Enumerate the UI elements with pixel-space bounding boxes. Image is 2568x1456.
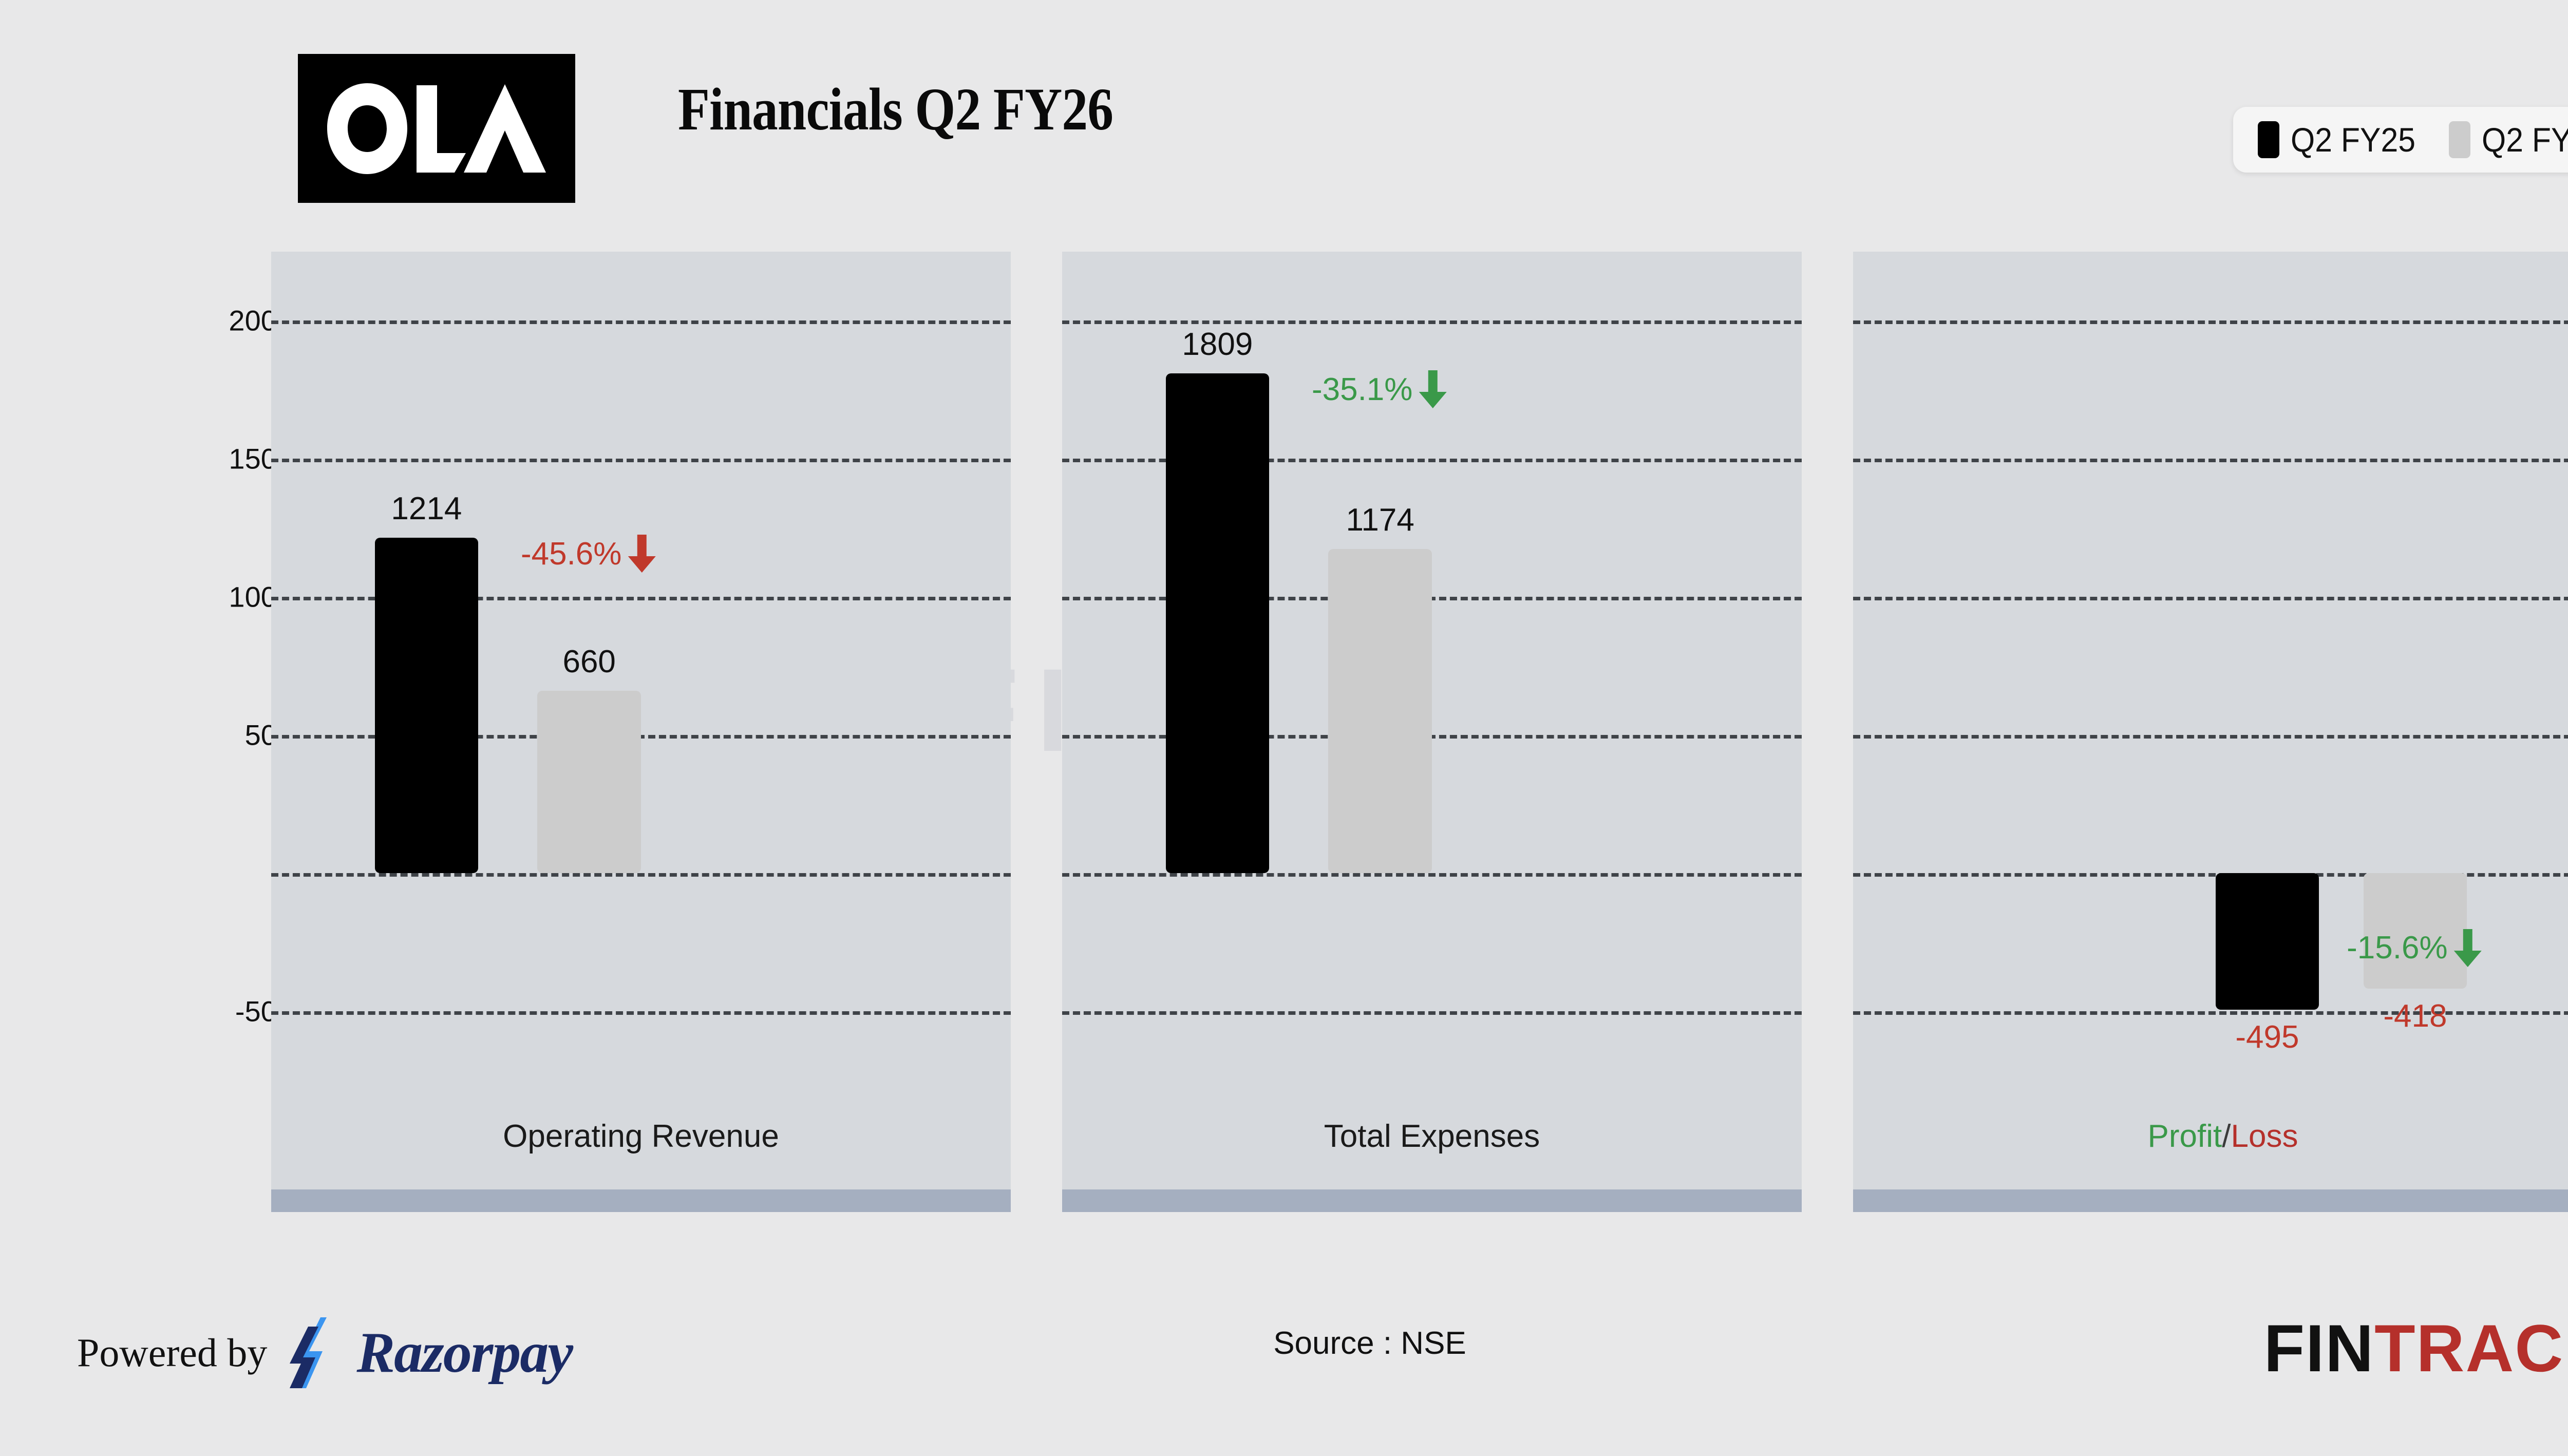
gridline <box>1853 1011 2568 1015</box>
powered-by-block: Powered by Razorpay <box>77 1317 573 1388</box>
delta-label: -15.6% <box>2347 930 2448 966</box>
chart-panel: 1809 1174 -35.1% Total Expenses <box>1062 252 1802 1212</box>
bar-q2fy25[interactable] <box>1165 373 1270 873</box>
powered-by-label: Powered by <box>77 1330 268 1375</box>
gridline <box>271 1011 1011 1015</box>
chart-panels: 1214 660 -45.6% Operating Revenue 1809 1174 -… <box>271 252 2568 1212</box>
legend-swatch-q2fy25 <box>2257 121 2279 158</box>
fintrackr-logo-fin: FIN <box>2263 1311 2375 1386</box>
arrow-down-icon <box>1419 370 1447 409</box>
gridline <box>271 597 1011 601</box>
page-title: Financials Q2 FY26 <box>678 75 1113 143</box>
panel-plot: 1214 660 -45.6% <box>271 252 1011 1094</box>
ola-logo-mark <box>327 83 546 174</box>
footer: Powered by Razorpay Source : NSE FIN TRA… <box>0 1233 2568 1456</box>
category-label-part: Total Expenses <box>1324 1119 1540 1154</box>
bar-q2fy25[interactable] <box>374 538 479 873</box>
gridline <box>1062 459 1802 463</box>
category-label-part: Profit <box>2147 1119 2222 1154</box>
gridline <box>1853 459 2568 463</box>
panel-plot: 1809 1174 -35.1% <box>1062 252 1802 1094</box>
bar-value-label: 1809 <box>1182 327 1253 363</box>
category-label-part: / <box>2222 1119 2231 1154</box>
chart-area: FINTRACKR 2000150010005000-500 1214660-4… <box>0 241 2568 1217</box>
panel-base-bar <box>1853 1189 2568 1212</box>
ola-logo <box>298 54 575 203</box>
category-label: Operating Revenue <box>271 1118 1011 1155</box>
arrow-down-icon <box>2452 928 2484 968</box>
arrow-down-icon <box>1417 369 1448 409</box>
panel-base-bar <box>271 1189 1011 1212</box>
gridline <box>1853 734 2568 739</box>
legend-item-q2fy25[interactable]: Q2 FY25 <box>2257 120 2426 159</box>
bar-value-label: 1214 <box>391 491 462 527</box>
gridline <box>1062 597 1802 601</box>
bar-q2fy26[interactable] <box>1328 549 1432 873</box>
chart-panel: 1214 660 -45.6% Operating Revenue <box>271 252 1011 1212</box>
source-note: Source : NSE <box>1273 1326 1466 1361</box>
legend-label-q2fy26: Q2 FY26 <box>2481 121 2568 159</box>
gridline <box>1853 873 2568 877</box>
gridline <box>1853 597 2568 601</box>
fintrackr-logo: FIN TRACKR <box>2264 1310 2568 1387</box>
panel-base-bar <box>1062 1189 1802 1212</box>
gridline <box>1853 320 2568 325</box>
gridline <box>1062 320 1802 325</box>
razorpay-wordmark: Razorpay <box>356 1320 573 1385</box>
gridline <box>271 320 1011 325</box>
bar-value-label: 660 <box>562 644 616 679</box>
category-label-part: Operating Revenue <box>503 1119 779 1154</box>
panel-plot: -495 -418 -15.6% <box>1853 252 2568 1094</box>
bar-value-label: 1174 <box>1346 502 1414 538</box>
gridline <box>271 873 1011 877</box>
gridline <box>1062 734 1802 739</box>
bar-q2fy26[interactable] <box>537 690 641 873</box>
chart-legend: Q2 FY25 Q2 FY26 <box>2233 107 2568 173</box>
delta-label: -45.6% <box>520 536 622 572</box>
category-label: Total Expenses <box>1062 1118 1802 1155</box>
header: Financials Q2 FY26 Q2 FY25 Q2 FY26 <box>0 0 2568 241</box>
gridline <box>1062 1011 1802 1015</box>
category-label-part: Loss <box>2231 1119 2298 1154</box>
bar-q2fy26[interactable] <box>2363 873 2467 989</box>
delta-annotation: -15.6% <box>2347 928 2483 968</box>
bar-q2fy25[interactable] <box>2215 873 2319 1010</box>
arrow-down-icon <box>2453 929 2482 967</box>
arrow-down-icon <box>626 534 657 574</box>
arrow-down-icon <box>628 535 656 573</box>
razorpay-icon <box>290 1317 327 1388</box>
category-label: Profit/Loss <box>1853 1118 2568 1155</box>
legend-item-q2fy26[interactable]: Q2 FY26 <box>2448 120 2568 159</box>
fintrackr-logo-trackr: TRACKR <box>2374 1311 2568 1386</box>
delta-annotation: -35.1% <box>1312 369 1448 409</box>
gridline <box>271 459 1011 463</box>
legend-swatch-q2fy26 <box>2448 121 2470 158</box>
delta-annotation: -45.6% <box>521 534 657 574</box>
gridline <box>271 734 1011 739</box>
delta-label: -35.1% <box>1311 371 1413 407</box>
chart-panel: -495 -418 -15.6% Profit/Loss <box>1853 252 2568 1212</box>
legend-label-q2fy25: Q2 FY25 <box>2290 121 2415 159</box>
bar-value-label: -418 <box>2383 998 2447 1034</box>
razorpay-logo: Razorpay <box>289 1317 573 1388</box>
bar-value-label: -495 <box>2235 1019 2299 1055</box>
gridline <box>1062 873 1802 877</box>
